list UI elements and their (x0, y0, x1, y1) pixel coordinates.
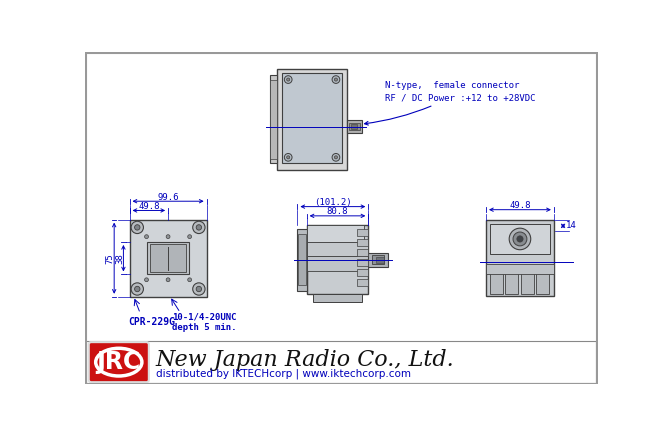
Text: 10-1/4-20UNC
depth 5 min.: 10-1/4-20UNC depth 5 min. (172, 312, 236, 332)
Text: 75: 75 (105, 253, 114, 264)
Bar (486, 220, 554, 296)
Circle shape (513, 232, 527, 246)
Circle shape (286, 78, 290, 81)
Bar (306, 225, 364, 242)
Text: JRC: JRC (97, 350, 141, 374)
Bar (130, 220, 206, 297)
Text: CPR-229G: CPR-229G (128, 317, 175, 327)
Circle shape (192, 221, 205, 234)
Text: 14: 14 (566, 221, 577, 230)
Bar (536, 266, 549, 294)
Circle shape (284, 76, 292, 83)
Bar (521, 266, 534, 294)
Circle shape (332, 76, 340, 83)
Text: N-type,  female connector
RF / DC Power :+12 to +28VDC: N-type, female connector RF / DC Power :… (364, 82, 535, 125)
Circle shape (517, 236, 523, 242)
Bar (376, 257, 384, 263)
Bar (306, 242, 368, 256)
Bar (147, 242, 189, 274)
Bar (278, 69, 347, 170)
Bar (358, 279, 368, 286)
Bar (358, 269, 368, 276)
Text: 49.8: 49.8 (138, 202, 160, 211)
Circle shape (135, 286, 140, 292)
Bar (282, 73, 342, 163)
Bar (372, 255, 384, 264)
Bar (306, 256, 368, 271)
Bar (358, 229, 368, 236)
Bar (298, 229, 306, 291)
Text: distributed by IKTECHcorp | www.iktechcorp.com: distributed by IKTECHcorp | www.iktechco… (156, 368, 411, 379)
Bar (352, 124, 358, 129)
Circle shape (131, 283, 143, 295)
Circle shape (145, 278, 149, 282)
Text: New Japan Radio Co., Ltd.: New Japan Radio Co., Ltd. (156, 349, 454, 371)
Bar (87, 341, 596, 383)
Circle shape (334, 156, 338, 159)
Circle shape (145, 235, 149, 238)
Circle shape (192, 283, 205, 295)
Bar (368, 253, 388, 267)
Circle shape (131, 221, 143, 234)
Bar (358, 259, 368, 266)
Circle shape (188, 235, 192, 238)
Text: 80.8: 80.8 (327, 207, 348, 216)
Circle shape (166, 278, 170, 282)
Text: 99.6: 99.6 (157, 193, 179, 202)
Circle shape (196, 225, 202, 230)
Bar (486, 264, 554, 273)
FancyBboxPatch shape (89, 342, 149, 382)
Bar (270, 79, 276, 159)
Circle shape (135, 225, 140, 230)
Bar (490, 224, 550, 254)
Bar (347, 121, 362, 133)
Text: (101.2): (101.2) (314, 198, 352, 207)
Circle shape (332, 153, 340, 161)
Bar (313, 294, 362, 302)
Circle shape (166, 235, 170, 238)
Bar (505, 266, 518, 294)
Bar (151, 245, 186, 272)
Text: 49.8: 49.8 (509, 201, 531, 210)
Circle shape (509, 228, 531, 250)
Circle shape (334, 78, 338, 81)
Bar (298, 234, 306, 285)
Text: 38: 38 (115, 253, 124, 264)
Bar (358, 239, 368, 246)
Bar (358, 249, 368, 256)
Circle shape (188, 278, 192, 282)
Circle shape (286, 156, 290, 159)
Bar (490, 266, 503, 294)
Bar (306, 225, 368, 294)
Circle shape (196, 286, 202, 292)
Circle shape (284, 153, 292, 161)
Bar (270, 75, 278, 163)
Bar (349, 123, 360, 130)
